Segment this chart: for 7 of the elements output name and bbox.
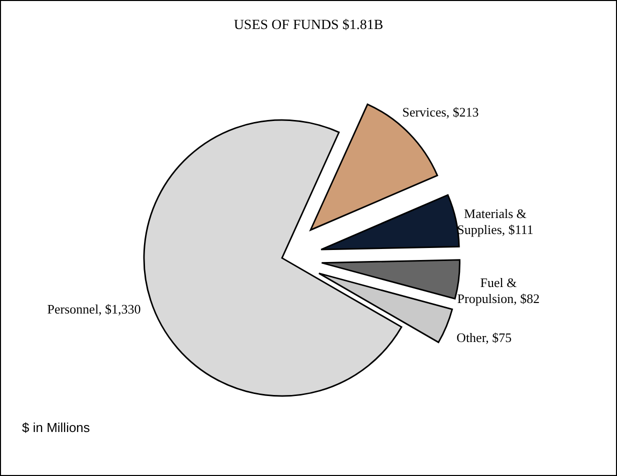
slice-label: Personnel, $1,330 xyxy=(47,301,141,316)
slice-label: Services, $213 xyxy=(402,104,479,120)
chart-title: USES OF FUNDS $1.81B xyxy=(234,18,384,33)
slice-label: Other, $75 xyxy=(456,330,512,345)
slice-label: Materials & Supplies, $111 xyxy=(457,206,534,237)
text: $ in Millions xyxy=(22,420,90,435)
slice-label: Fuel & Propulsion, $82 xyxy=(457,275,540,306)
